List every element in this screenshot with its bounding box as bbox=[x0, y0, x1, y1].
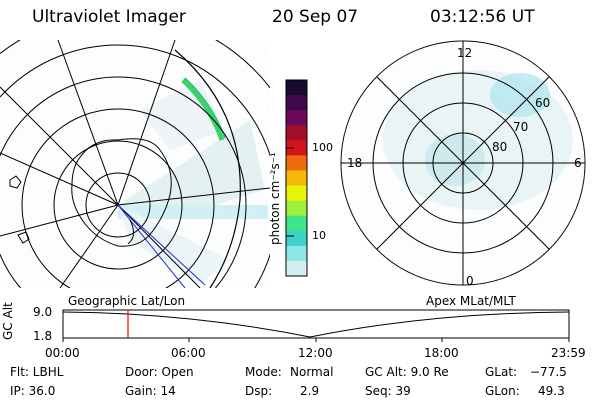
status-gain: Gain: 14 bbox=[125, 384, 176, 398]
colorbar-segment bbox=[286, 80, 307, 96]
colorbar-segment bbox=[286, 200, 307, 217]
altitude-curve bbox=[62, 311, 570, 338]
timeline-xtick-0600: 06:00 bbox=[171, 346, 206, 360]
timeline-xtick-1200: 12:00 bbox=[298, 346, 333, 360]
status-dsp-value: 2.9 bbox=[300, 384, 320, 398]
colorbar-segment bbox=[286, 95, 307, 111]
status-filter: Flt: LBHL bbox=[10, 365, 64, 379]
time-label: 03:12:56 UT bbox=[430, 7, 535, 27]
colorbar-tick-100: 100 bbox=[312, 141, 333, 154]
colorbar-tick-10: 10 bbox=[312, 229, 326, 242]
colorbar-segment bbox=[286, 245, 307, 262]
apex-polar-plot bbox=[340, 40, 586, 286]
colorbar-segment bbox=[286, 110, 307, 126]
altitude-timeline bbox=[62, 309, 570, 342]
status-glat-value: −77.5 bbox=[530, 365, 567, 379]
mlat-label-80: 80 bbox=[492, 140, 508, 154]
colorbar-segment bbox=[286, 170, 307, 187]
colorbar-segment bbox=[286, 140, 307, 156]
status-ip: IP: 36.0 bbox=[10, 384, 56, 398]
colorbar-segment bbox=[286, 230, 307, 247]
colorbar bbox=[286, 80, 307, 277]
status-glon-label: GLon: bbox=[485, 384, 520, 398]
timeline-xtick-2359: 23:59 bbox=[551, 346, 586, 360]
status-mode-label: Mode: bbox=[245, 365, 282, 379]
timeline-axis-label: GC Alt bbox=[1, 302, 15, 340]
instrument-title: Ultraviolet Imager bbox=[32, 7, 186, 27]
timeline-xtick-0000: 00:00 bbox=[45, 346, 80, 360]
status-door: Door: Open bbox=[125, 365, 194, 379]
mlt-label-0: 0 bbox=[466, 274, 474, 288]
mlat-label-70: 70 bbox=[513, 120, 529, 134]
status-mode-value: Normal bbox=[290, 365, 334, 379]
colorbar-segment bbox=[286, 215, 307, 232]
colorbar-segment bbox=[286, 260, 307, 277]
mlt-label-6: 6 bbox=[574, 156, 582, 170]
auroral-oval-arc bbox=[181, 78, 225, 141]
geographic-caption: Geographic Lat/Lon bbox=[68, 294, 186, 308]
globe-limb bbox=[174, 49, 241, 288]
status-glon-value: 49.3 bbox=[538, 384, 565, 398]
timeline-ytick-1-8: 1.8 bbox=[33, 329, 53, 343]
mlat-label-60: 60 bbox=[535, 96, 551, 110]
continent-outline bbox=[71, 138, 172, 247]
status-dsp-label: Dsp: bbox=[245, 384, 273, 398]
colorbar-frame bbox=[285, 79, 308, 277]
colorbar-segment bbox=[286, 125, 307, 141]
colorbar-segment bbox=[286, 155, 307, 171]
mlt-label-12: 12 bbox=[457, 46, 473, 60]
date-label: 20 Sep 07 bbox=[272, 7, 359, 27]
mlt-label-18: 18 bbox=[347, 156, 363, 170]
timeline-ytick-9: 9.0 bbox=[33, 305, 53, 319]
colorbar-unit-label: photon cm⁻²s⁻¹ bbox=[268, 152, 282, 245]
timeline-xtick-1800: 18:00 bbox=[424, 346, 459, 360]
status-glat-label: GLat: bbox=[485, 365, 518, 379]
colorbar-segment bbox=[286, 185, 307, 202]
geographic-map bbox=[0, 40, 270, 288]
apex-caption: Apex MLat/MLT bbox=[426, 294, 516, 308]
status-seq: Seq: 39 bbox=[365, 384, 411, 398]
status-gc-alt: GC Alt: 9.0 Re bbox=[365, 365, 449, 379]
